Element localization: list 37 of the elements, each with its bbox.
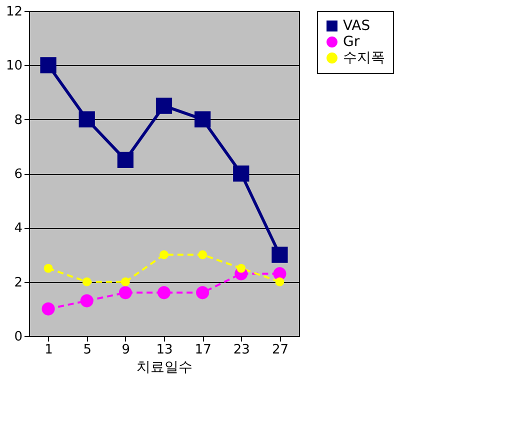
- point: [120, 277, 130, 286]
- y-tick-label: 10: [6, 58, 22, 74]
- point: [78, 111, 95, 128]
- legend-label: 수지폭: [343, 50, 385, 66]
- x-tick-label: 27: [272, 342, 288, 358]
- point: [82, 277, 92, 286]
- y-tick-label: 2: [14, 275, 22, 290]
- point: [117, 152, 134, 168]
- point: [233, 165, 250, 182]
- y-tick-label: 12: [6, 4, 22, 20]
- point: [118, 286, 132, 300]
- point: [156, 98, 172, 114]
- y-tick-label: 0: [14, 330, 22, 344]
- point: [196, 286, 210, 300]
- y-tick-label: 6: [14, 167, 22, 182]
- point: [160, 250, 168, 260]
- y-tick-label: 8: [14, 112, 22, 128]
- x-tick-label: 1: [44, 342, 53, 358]
- y-tick-label: 4: [14, 221, 22, 236]
- point: [272, 246, 288, 263]
- x-axis-title: 치료일수: [136, 360, 192, 376]
- point: [275, 277, 284, 286]
- point: [44, 264, 53, 273]
- point: [80, 294, 94, 308]
- point: [198, 250, 208, 260]
- point: [42, 302, 55, 316]
- point: [40, 57, 56, 74]
- x-tick-label: 23: [233, 342, 250, 358]
- legend-label: Gr: [343, 34, 360, 50]
- x-tick-label: 5: [83, 342, 92, 358]
- point: [194, 111, 211, 128]
- legend-label: VAS: [343, 18, 370, 34]
- x-tick-label: 13: [156, 342, 173, 358]
- point: [236, 264, 246, 273]
- x-tick-label: 17: [194, 342, 212, 358]
- x-tick-label: 9: [122, 342, 130, 358]
- point: [157, 286, 171, 300]
